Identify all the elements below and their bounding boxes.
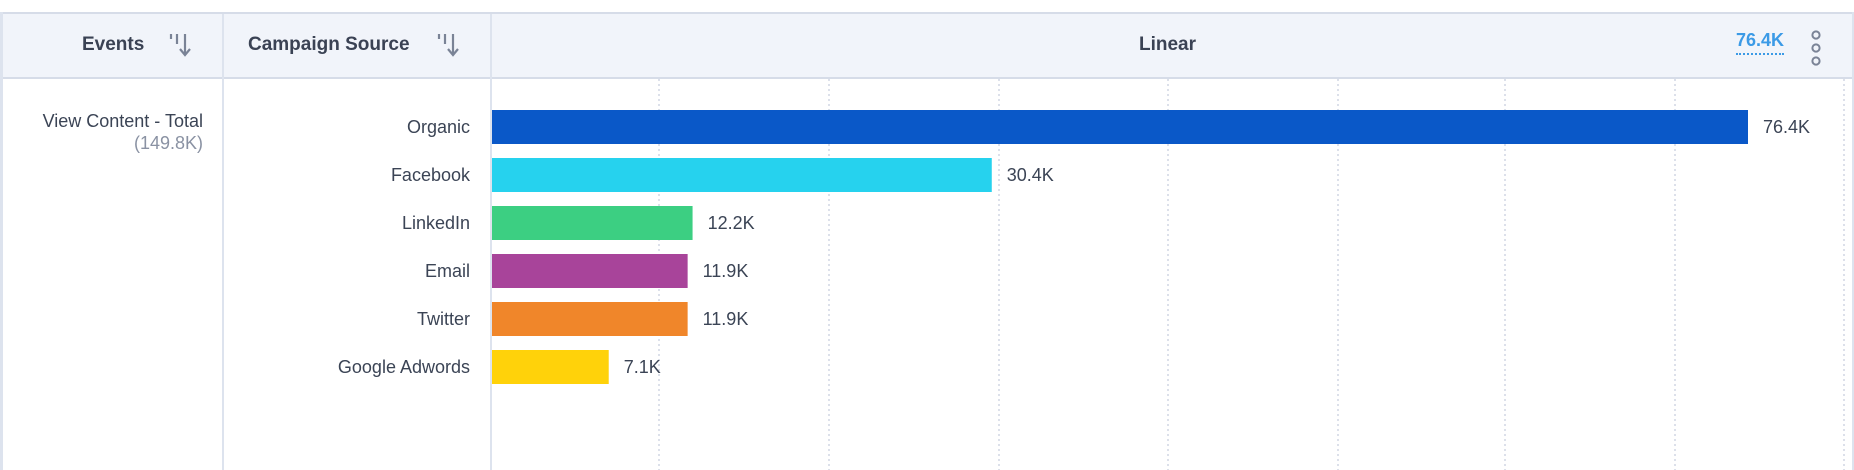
value-label: 7.1K [624,357,661,377]
sort-icon[interactable] [436,30,462,60]
event-total: (149.8K) [133,133,203,153]
category-label: Organic [407,117,470,137]
category-label: Facebook [391,165,471,185]
event-name: View Content - Total [42,111,203,131]
value-label: 30.4K [1007,165,1054,185]
category-label: LinkedIn [402,213,470,233]
linear-column-header: Linear [1139,34,1197,55]
value-label: 76.4K [1763,117,1810,137]
max-total-link[interactable]: 76.4K [1735,30,1784,55]
column-divider-events [222,14,224,470]
more-options-icon[interactable] [1808,30,1824,66]
table-header [3,14,1852,79]
bar-google-adwords[interactable] [492,350,609,384]
top-border [0,0,1854,14]
frame-right-border [1852,12,1854,470]
bar-facebook[interactable] [492,158,992,192]
bar-twitter[interactable] [492,302,688,336]
bar-linkedin[interactable] [492,206,693,240]
column-divider-source [490,14,492,470]
campaign-source-column-header[interactable]: Campaign Source [248,34,410,55]
category-label: Google Adwords [338,357,470,377]
events-column-header[interactable]: Events [82,34,145,55]
bar-organic[interactable] [492,110,1748,144]
value-label: 11.9K [703,261,749,281]
sort-icon[interactable] [168,30,194,60]
value-label: 11.9K [703,309,749,329]
category-label: Email [425,261,470,281]
value-label: 12.2K [708,213,755,233]
frame-left-border [0,12,3,470]
category-label: Twitter [417,309,470,329]
bar-email[interactable] [492,254,688,288]
